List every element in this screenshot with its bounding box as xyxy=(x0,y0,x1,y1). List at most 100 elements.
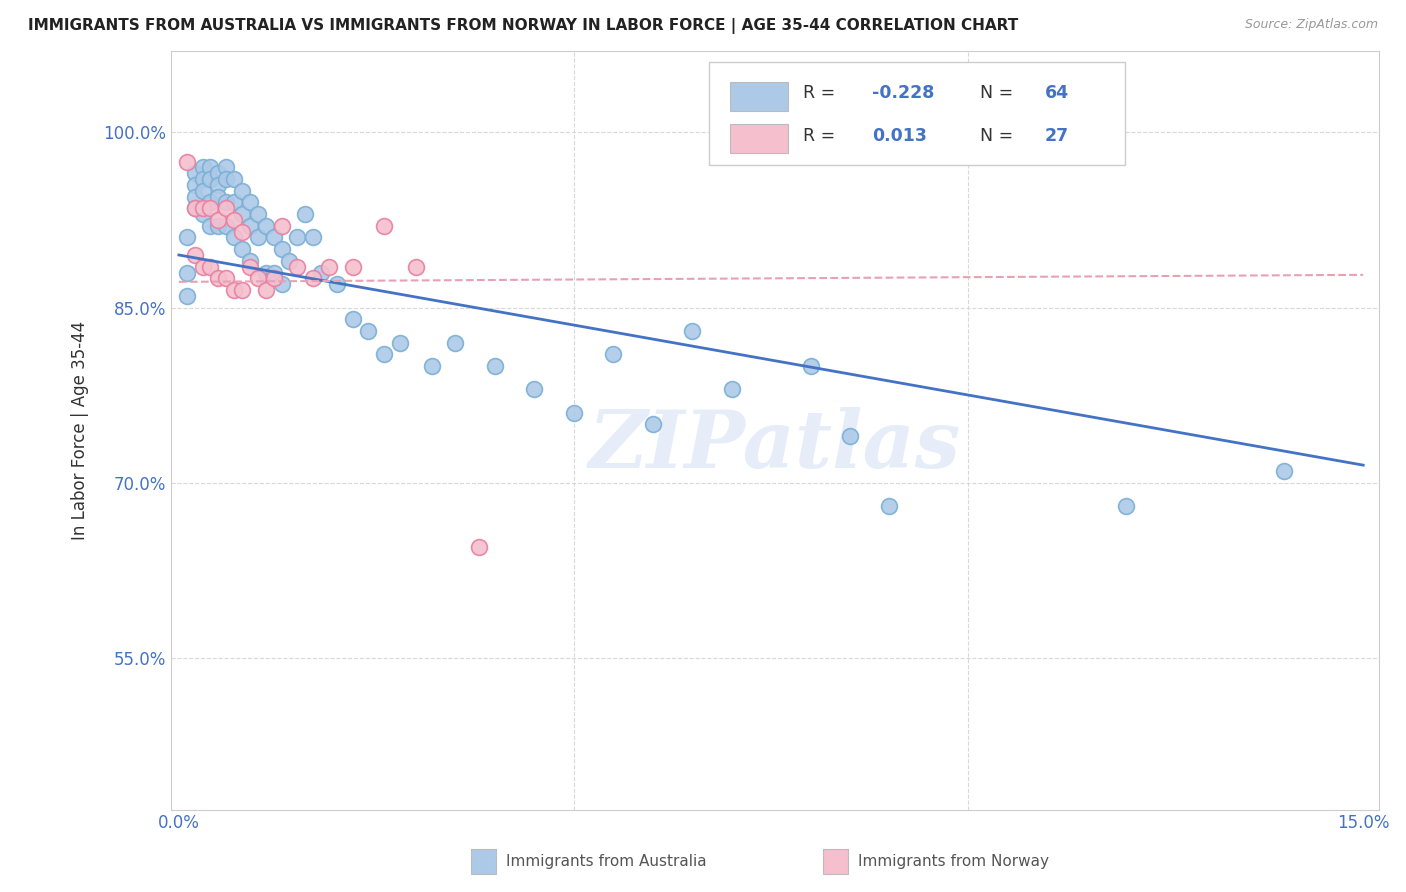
Point xyxy=(879,499,901,513)
Point xyxy=(254,283,277,297)
Point xyxy=(270,242,292,256)
Point xyxy=(191,172,214,186)
Point xyxy=(200,195,222,210)
Point xyxy=(231,283,253,297)
Point xyxy=(523,382,546,396)
Point xyxy=(318,260,340,274)
Point xyxy=(373,347,395,361)
Point xyxy=(215,172,238,186)
Point xyxy=(200,172,222,186)
Point xyxy=(183,202,205,216)
Point xyxy=(191,202,214,216)
Point xyxy=(191,260,214,274)
Point xyxy=(373,219,395,233)
Text: Immigrants from Norway: Immigrants from Norway xyxy=(858,855,1049,869)
Point xyxy=(183,202,205,216)
Point xyxy=(302,271,325,285)
Point xyxy=(231,225,253,239)
Point xyxy=(294,207,316,221)
Point xyxy=(285,260,308,274)
Text: Immigrants from Australia: Immigrants from Australia xyxy=(506,855,707,869)
Point xyxy=(215,219,238,233)
Point xyxy=(681,324,703,338)
Point xyxy=(183,166,205,180)
Point xyxy=(231,207,253,221)
Point xyxy=(239,195,262,210)
Point xyxy=(207,166,229,180)
Point xyxy=(641,417,664,432)
Y-axis label: In Labor Force | Age 35-44: In Labor Force | Age 35-44 xyxy=(72,320,89,540)
Point xyxy=(246,271,269,285)
Point xyxy=(799,359,821,373)
Point xyxy=(263,265,285,279)
Text: R =: R = xyxy=(803,84,841,103)
Text: 64: 64 xyxy=(1045,84,1069,103)
Point xyxy=(215,161,238,175)
Point xyxy=(254,265,277,279)
Point xyxy=(215,195,238,210)
Text: R =: R = xyxy=(803,127,841,145)
Point xyxy=(200,202,222,216)
Point xyxy=(342,260,364,274)
Point xyxy=(224,283,246,297)
Point xyxy=(405,260,427,274)
Point xyxy=(484,359,506,373)
Point xyxy=(420,359,443,373)
Point xyxy=(562,406,585,420)
Point xyxy=(176,230,198,244)
Point xyxy=(176,265,198,279)
Point xyxy=(839,429,862,443)
Point xyxy=(342,312,364,326)
Point xyxy=(285,230,308,244)
Point xyxy=(263,230,285,244)
Point xyxy=(207,213,229,227)
Point xyxy=(224,195,246,210)
Point xyxy=(207,189,229,203)
Point xyxy=(207,178,229,192)
Point xyxy=(183,189,205,203)
Point xyxy=(1115,499,1137,513)
Text: N =: N = xyxy=(980,84,1019,103)
Point xyxy=(239,260,262,274)
Point xyxy=(326,277,349,292)
Point xyxy=(183,178,205,192)
Text: N =: N = xyxy=(980,127,1019,145)
FancyBboxPatch shape xyxy=(709,62,1125,164)
Point xyxy=(224,213,246,227)
Point xyxy=(239,253,262,268)
Point xyxy=(191,207,214,221)
Point xyxy=(263,271,285,285)
Point xyxy=(207,219,229,233)
Point xyxy=(191,184,214,198)
Point xyxy=(254,219,277,233)
Point xyxy=(176,289,198,303)
Point xyxy=(720,382,742,396)
Point xyxy=(231,242,253,256)
Text: ZIPatlas: ZIPatlas xyxy=(589,407,962,484)
Text: 27: 27 xyxy=(1045,127,1069,145)
Point xyxy=(468,540,491,554)
Point xyxy=(215,202,238,216)
Point xyxy=(302,230,325,244)
FancyBboxPatch shape xyxy=(730,82,789,111)
Text: Source: ZipAtlas.com: Source: ZipAtlas.com xyxy=(1244,18,1378,31)
Point xyxy=(231,184,253,198)
Point xyxy=(270,277,292,292)
Point xyxy=(602,347,624,361)
Point xyxy=(207,271,229,285)
Point xyxy=(224,172,246,186)
Point xyxy=(239,219,262,233)
Point xyxy=(246,230,269,244)
Point xyxy=(246,207,269,221)
Point xyxy=(183,248,205,262)
Point xyxy=(357,324,380,338)
Text: -0.228: -0.228 xyxy=(872,84,934,103)
Text: IMMIGRANTS FROM AUSTRALIA VS IMMIGRANTS FROM NORWAY IN LABOR FORCE | AGE 35-44 C: IMMIGRANTS FROM AUSTRALIA VS IMMIGRANTS … xyxy=(28,18,1018,34)
Point xyxy=(191,161,214,175)
Point xyxy=(200,260,222,274)
Point xyxy=(309,265,332,279)
Text: 0.013: 0.013 xyxy=(872,127,927,145)
Point xyxy=(176,154,198,169)
Point xyxy=(388,335,411,350)
Point xyxy=(215,271,238,285)
